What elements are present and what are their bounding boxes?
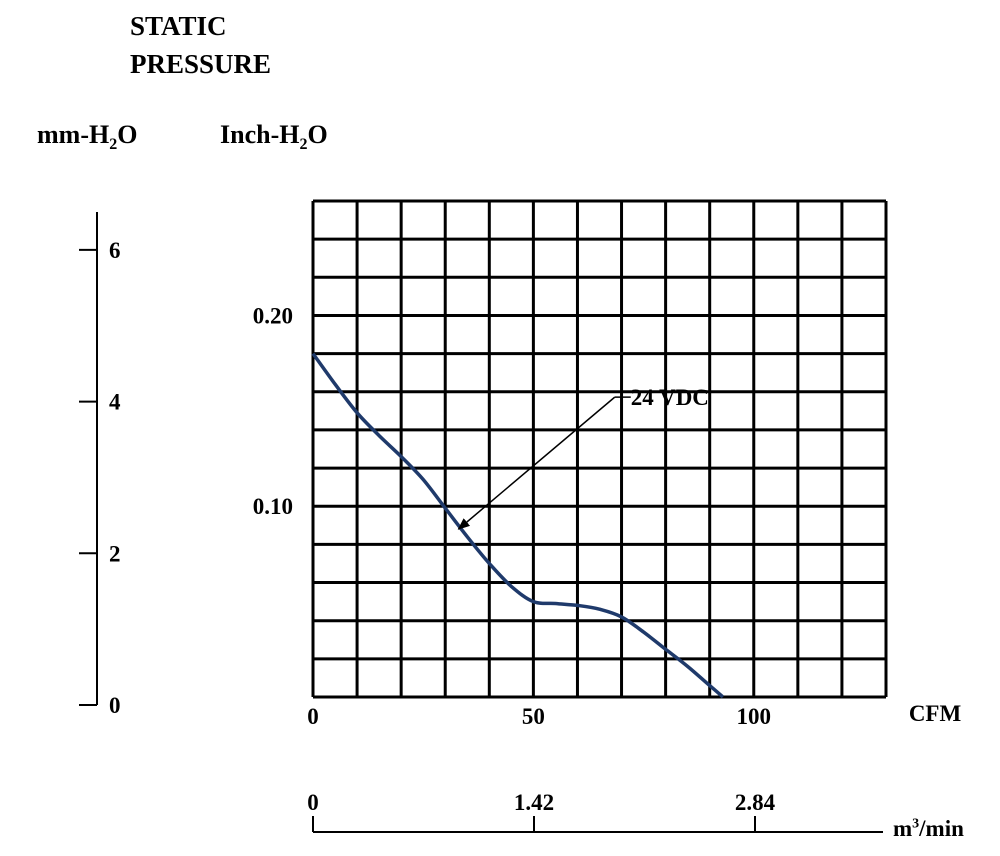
chart-title-line-1: STATIC	[130, 11, 227, 41]
x-tick-label: 50	[522, 704, 545, 729]
series-line-24vdc	[311, 352, 725, 699]
mm-tick-label: 0	[109, 693, 121, 718]
annotation-label: 24 VDC	[631, 385, 709, 410]
left-axis-unit: mm-H2O	[37, 120, 138, 154]
x-tick-label: 100	[737, 704, 772, 729]
annotation-arrow	[457, 396, 616, 530]
y-tick-label: 0.10	[253, 494, 293, 519]
m3-tick-label: 0	[307, 790, 319, 815]
bottom-axis-unit: m3/min	[893, 816, 964, 841]
m3-tick-label: 2.84	[735, 790, 776, 815]
y-tick-label: 0.20	[253, 303, 293, 328]
m3-tick-label: 1.42	[514, 790, 554, 815]
x-axis-label: CFM	[909, 701, 962, 726]
mm-tick-label: 2	[109, 541, 121, 566]
chart-title-line-2: PRESSURE	[130, 49, 272, 79]
x-tick-label: 0	[307, 704, 319, 729]
mm-tick-label: 6	[109, 238, 121, 263]
inner-axis-unit: Inch-H2O	[220, 120, 328, 154]
mm-tick-label: 4	[109, 390, 121, 415]
